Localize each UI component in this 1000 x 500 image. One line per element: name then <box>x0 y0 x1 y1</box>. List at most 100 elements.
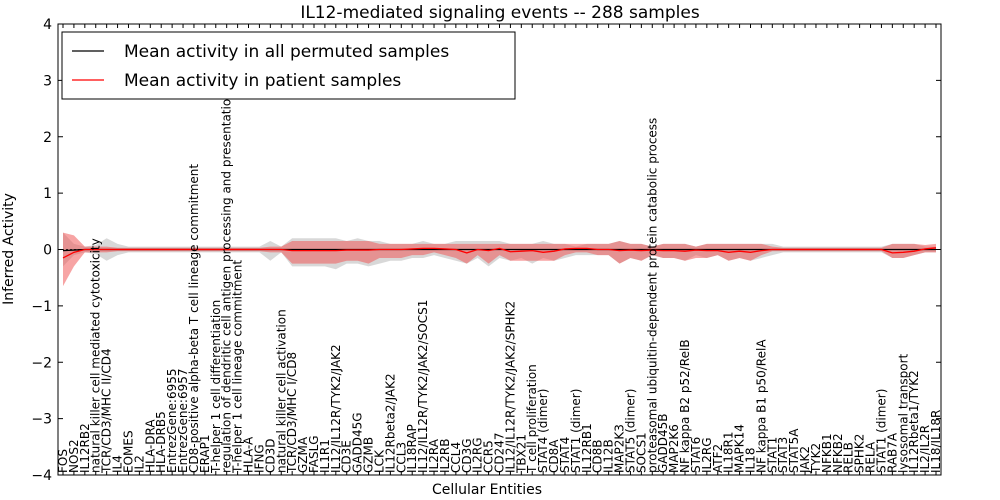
x-tick-label: GADD45G <box>351 412 365 473</box>
x-tick-label: CD3D <box>263 439 277 474</box>
x-tick-label: GZMA <box>296 436 310 473</box>
x-tick-label: IL1R1 <box>318 439 332 473</box>
x-tick-label: EntrezGene:6957 <box>176 369 190 474</box>
x-tick-label: RELB <box>842 442 856 473</box>
x-tick-label: EntrezGene:6955 <box>165 369 179 474</box>
x-tick-label: IL2RG <box>700 438 714 474</box>
x-tick-label: NF kappa B1 p50/RelA <box>754 339 768 473</box>
x-axis-label: Cellular Entities <box>432 482 542 498</box>
y-tick-label: −2 <box>31 355 52 371</box>
x-tick-label: IL2RA <box>427 438 441 473</box>
x-tick-label: JAK2 <box>798 446 812 474</box>
x-tick-label: IL2/IL2R <box>918 425 932 473</box>
x-tick-label: GZMB <box>362 437 376 473</box>
x-tick-label: natural killer cell activation <box>274 309 288 473</box>
x-tick-label: IL4 <box>111 455 125 473</box>
x-tick-label: IL12Rbeta1/TYK2 <box>907 370 921 473</box>
x-tick-label: STAT3 <box>776 437 790 473</box>
x-tick-label: STAT1 <box>765 437 779 473</box>
x-tick-label: CD8-positive alpha-beta T cell lineage c… <box>187 164 201 473</box>
x-tick-label: IFNG <box>252 444 266 473</box>
legend-label: Mean activity in all permuted samples <box>124 42 449 62</box>
x-tick-label: NFKB1 <box>820 433 834 473</box>
x-tick-label: T cell proliferation <box>525 364 539 474</box>
y-tick-label: 0 <box>43 243 52 259</box>
x-tick-label: TCR/CD3/MHC II/CD4 <box>100 348 114 474</box>
x-tick-label: ERAP1 <box>198 434 212 473</box>
x-tick-label: natural killer cell mediated cytotoxicit… <box>89 238 103 473</box>
x-tick-label: CCL4 <box>449 442 463 473</box>
x-tick-label: RELA <box>864 441 878 473</box>
x-tick-label: CCR5 <box>482 440 496 473</box>
y-tick-label: 3 <box>43 73 52 89</box>
y-tick-label: −1 <box>31 299 52 315</box>
chart-title: IL12-mediated signaling events -- 288 sa… <box>300 3 700 23</box>
x-tick-label: CD8A <box>547 439 561 473</box>
x-tick-label: IL18R1 <box>722 432 736 473</box>
x-tick-label: STAT1 (dimer) <box>569 389 583 473</box>
y-axis-label: Inferred Activity <box>1 193 17 305</box>
x-tick-label: proteasomal ubiquitin-dependent protein … <box>645 118 659 473</box>
x-tick-label: STAT4 <box>558 437 572 473</box>
x-tick-label: TBX21 <box>514 434 528 474</box>
x-tick-label: HLA-A <box>242 436 256 473</box>
x-tick-label: SPHK2 <box>853 434 867 473</box>
y-tick-label: 4 <box>43 17 52 33</box>
x-tick-label: MAP2K6 <box>667 424 681 473</box>
x-tick-label: T-helper 1 cell differentiation <box>209 300 223 474</box>
x-tick-label: NOS2 <box>67 439 81 473</box>
x-tick-label: IL12/IL12R/TYK2/JAK2/SPHK2 <box>503 301 517 473</box>
x-tick-label: GADD45B <box>656 414 670 474</box>
x-tick-label: SOCS1 <box>634 432 648 473</box>
y-tick-label: 1 <box>43 186 52 202</box>
x-tick-label: IL2RB <box>438 439 452 473</box>
x-tick-label: HLA-DRA <box>143 419 157 473</box>
x-tick-label: IL12RB1 <box>580 423 594 473</box>
x-tick-label: IL12B <box>602 439 616 473</box>
x-tick-label: NF kappa B2 p52/RelB <box>678 339 692 473</box>
x-tick-label: CD8B <box>591 440 605 474</box>
x-tick-label: TYK2 <box>809 443 823 474</box>
x-tick-label: IL12/IL12R/TYK2/JAK2/SOCS1 <box>416 300 430 473</box>
x-tick-label: FASLG <box>307 435 321 473</box>
x-tick-label: STAT1 (dimer) <box>874 389 888 473</box>
x-tick-label: IL18RAP <box>405 424 419 473</box>
x-tick-label: IL2RG <box>471 438 485 474</box>
x-tick-label: STAT5 (dimer) <box>623 389 637 473</box>
y-tick-label: −3 <box>31 412 52 428</box>
legend: Mean activity in all permuted samples Mea… <box>61 31 516 100</box>
x-tick-label: IL18 <box>743 448 757 474</box>
x-tick-label: MAPK14 <box>733 424 747 473</box>
x-tick-label: MAP2K3 <box>613 424 627 473</box>
x-tick-label: NFKB2 <box>831 433 845 473</box>
x-tick-label: TCR/CD3/MHC I/CD8 <box>285 352 299 474</box>
x-tick-label: RAB7A <box>885 432 899 473</box>
x-tick-label: IL2 <box>132 455 146 473</box>
x-tick-label: EOMES <box>121 430 135 473</box>
x-tick-label: IL12RB2 <box>78 423 92 473</box>
x-tick-label: ATF2 <box>711 444 725 473</box>
y-tick-label: −4 <box>31 468 52 484</box>
x-tick-label: regulation of dendritic cell antigen pro… <box>220 91 234 473</box>
x-tick-label: lysosomal transport <box>896 353 910 473</box>
patient-band <box>63 232 936 287</box>
x-tick-label: STAT5A <box>787 428 801 473</box>
x-tick-label: CCL3 <box>394 442 408 473</box>
x-tick-label: IL12/IL12R/TYK2/JAK2 <box>329 344 343 473</box>
x-tick-label: STAT4 (dimer) <box>536 389 550 473</box>
legend-box <box>61 31 516 100</box>
x-tick-label: IL18/IL18R <box>929 410 943 473</box>
x-tick-label: T-helper 1 cell lineage commitment <box>231 260 245 474</box>
x-tick-label: IL12Rbeta2/JAK2 <box>383 373 397 473</box>
x-tick-label: LCK <box>372 449 386 473</box>
x-tick-label: CD3G <box>460 438 474 473</box>
y-tick-label: 2 <box>43 130 52 146</box>
x-tick-label: CD3E <box>340 440 354 473</box>
x-tick-label: CD247 <box>493 432 507 473</box>
x-tick-label: STAT6 <box>689 437 703 473</box>
x-tick-label: HLA-DRB5 <box>154 411 168 473</box>
x-tick-label: FOS <box>56 449 70 473</box>
patient-mean-line <box>62 247 937 259</box>
